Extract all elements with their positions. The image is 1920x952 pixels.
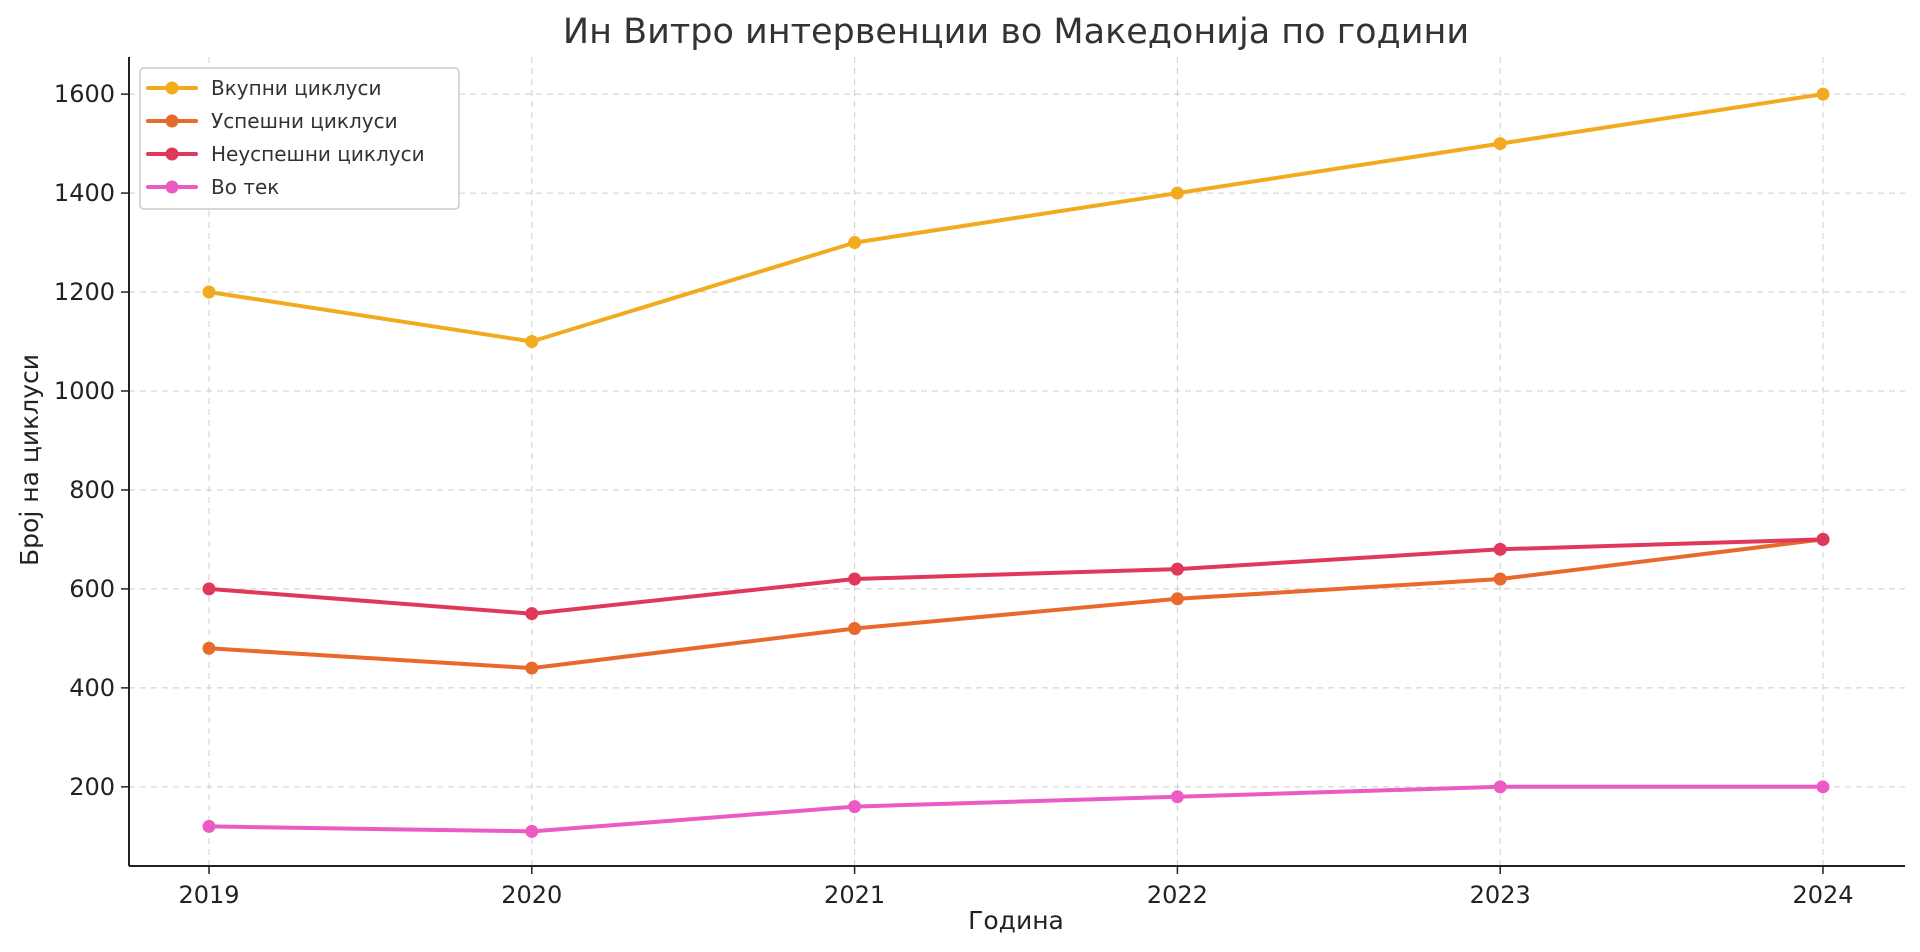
y-axis-label: Број на циклуси: [15, 354, 44, 566]
data-point: [1493, 572, 1507, 586]
legend-entry: Неуспешни циклуси: [146, 142, 425, 166]
data-point: [848, 621, 862, 635]
x-tick-label: 2019: [178, 881, 239, 909]
data-point: [848, 800, 862, 814]
axes: [128, 57, 1905, 867]
x-tick-label: 2022: [1147, 881, 1208, 909]
data-point: [202, 285, 216, 299]
data-point: [1170, 790, 1184, 804]
legend: Вкупни циклуси Успешни циклуси Неуспешни ц…: [139, 67, 460, 210]
y-tick-label: 400: [69, 674, 115, 702]
legend-label: Успешни циклуси: [211, 109, 398, 133]
series-line: [207, 92, 1825, 344]
legend-label: Во тек: [211, 175, 279, 199]
ticks: 200 400 600 800 1000 1200 1400 1600 2019 2020 2021…: [54, 80, 1854, 909]
data-point: [1816, 780, 1830, 794]
y-tick-label: 1600: [54, 80, 115, 108]
data-point: [525, 661, 539, 675]
y-tick-label: 800: [69, 476, 115, 504]
series-2: [202, 532, 1830, 675]
data-point: [202, 582, 216, 596]
data-point: [1170, 562, 1184, 576]
data-point: [1816, 532, 1830, 546]
grid: [129, 57, 1905, 866]
x-tick-label: 2023: [1470, 881, 1531, 909]
data-point: [1493, 542, 1507, 556]
series-line: [207, 537, 1825, 616]
x-tick-label: 2021: [824, 881, 885, 909]
series-1: [202, 87, 1830, 349]
legend-label: Неуспешни циклуси: [211, 142, 425, 166]
y-tick-label: 1000: [54, 377, 115, 405]
y-tick-label: 600: [69, 575, 115, 603]
legend-entry: Во тек: [146, 175, 279, 199]
series-3: [202, 532, 1830, 621]
series-line: [207, 537, 1825, 671]
y-tick-label: 200: [69, 773, 115, 801]
data-point: [1493, 137, 1507, 151]
data-point: [1170, 592, 1184, 606]
data-point: [848, 236, 862, 250]
x-axis-label: Година: [968, 906, 1064, 935]
legend-swatch-marker: [165, 147, 179, 161]
data-point: [202, 819, 216, 833]
data-point: [525, 824, 539, 838]
x-tick-label: 2024: [1792, 881, 1853, 909]
data-point: [1816, 87, 1830, 101]
legend-swatch-marker: [165, 81, 179, 95]
series: [202, 87, 1830, 838]
legend-swatch-marker: [165, 180, 179, 194]
data-point: [848, 572, 862, 586]
y-tick-label: 1400: [54, 179, 115, 207]
legend-box: [139, 67, 460, 210]
y-tick-label: 1200: [54, 278, 115, 306]
x-tick-label: 2020: [501, 881, 562, 909]
legend-label: Вкупни циклуси: [211, 76, 381, 100]
data-point: [1170, 186, 1184, 200]
legend-entry: Вкупни циклуси: [146, 76, 381, 100]
data-point: [202, 641, 216, 655]
legend-swatch-marker: [165, 114, 179, 128]
data-point: [525, 335, 539, 349]
legend-entry: Успешни циклуси: [146, 109, 398, 133]
data-point: [1493, 780, 1507, 794]
series-line: [207, 784, 1825, 834]
series-4: [202, 780, 1830, 838]
data-point: [525, 607, 539, 621]
chart-title: Ин Витро интервенции во Македонија по го…: [563, 12, 1469, 52]
